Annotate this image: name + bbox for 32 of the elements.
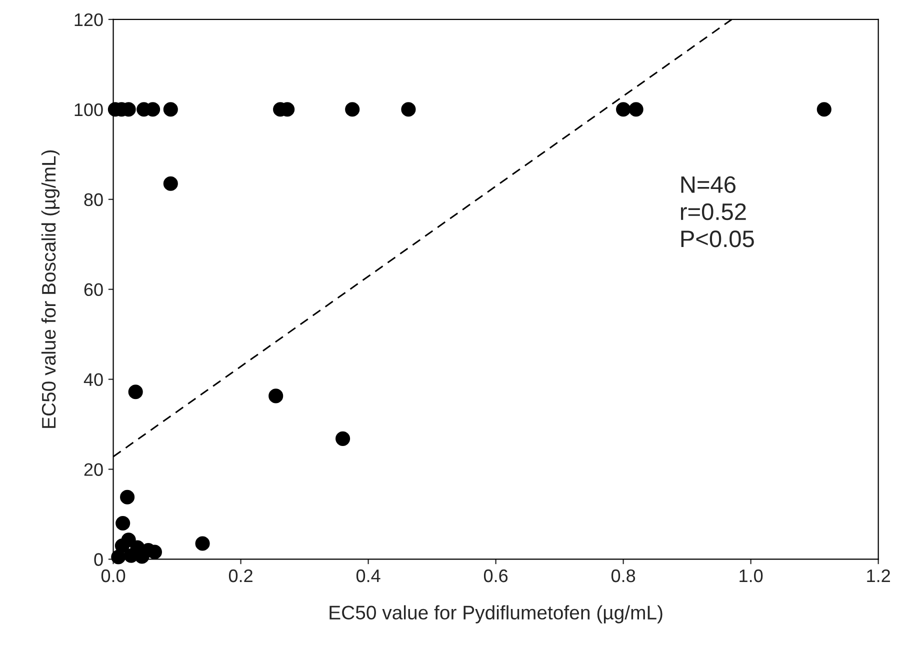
y-tick-label: 80 (84, 193, 103, 206)
point (111, 550, 126, 564)
point (121, 532, 136, 548)
y-tick-label: 0 (94, 553, 103, 566)
y-tick-label: 100 (74, 103, 103, 116)
x-tick-label: 1.0 (740, 569, 763, 582)
point (616, 102, 631, 117)
x-tick-label: 0.8 (611, 569, 636, 582)
x-tick-label: 0.0 (101, 569, 126, 582)
point (336, 431, 350, 446)
y-tick-label: 60 (84, 283, 103, 296)
point (120, 490, 135, 504)
x-tick-label: 0.4 (356, 569, 380, 582)
point (128, 384, 143, 400)
x-tick-label: 1.2 (867, 569, 890, 582)
point (163, 102, 178, 117)
point (195, 536, 210, 551)
point (345, 102, 360, 117)
point (401, 102, 416, 117)
x-axis-title: EC50 value for Pydiflumetofen (µg/mL) (330, 605, 662, 624)
y-tick-label: 120 (74, 13, 103, 26)
y-tick-label: 40 (84, 373, 103, 386)
annotation: N=46 r=0.52 P<0.05 (680, 176, 754, 248)
x-tick-label: 0.6 (484, 569, 508, 582)
x-tick-label: 0.2 (228, 569, 252, 582)
point (816, 102, 832, 117)
point (628, 102, 644, 117)
point (116, 516, 130, 531)
y-tick-label: 20 (84, 463, 103, 476)
point (268, 388, 284, 404)
point (163, 176, 178, 191)
y-axis-title: EC50 value for Boscalid (µg/mL) (41, 150, 60, 428)
